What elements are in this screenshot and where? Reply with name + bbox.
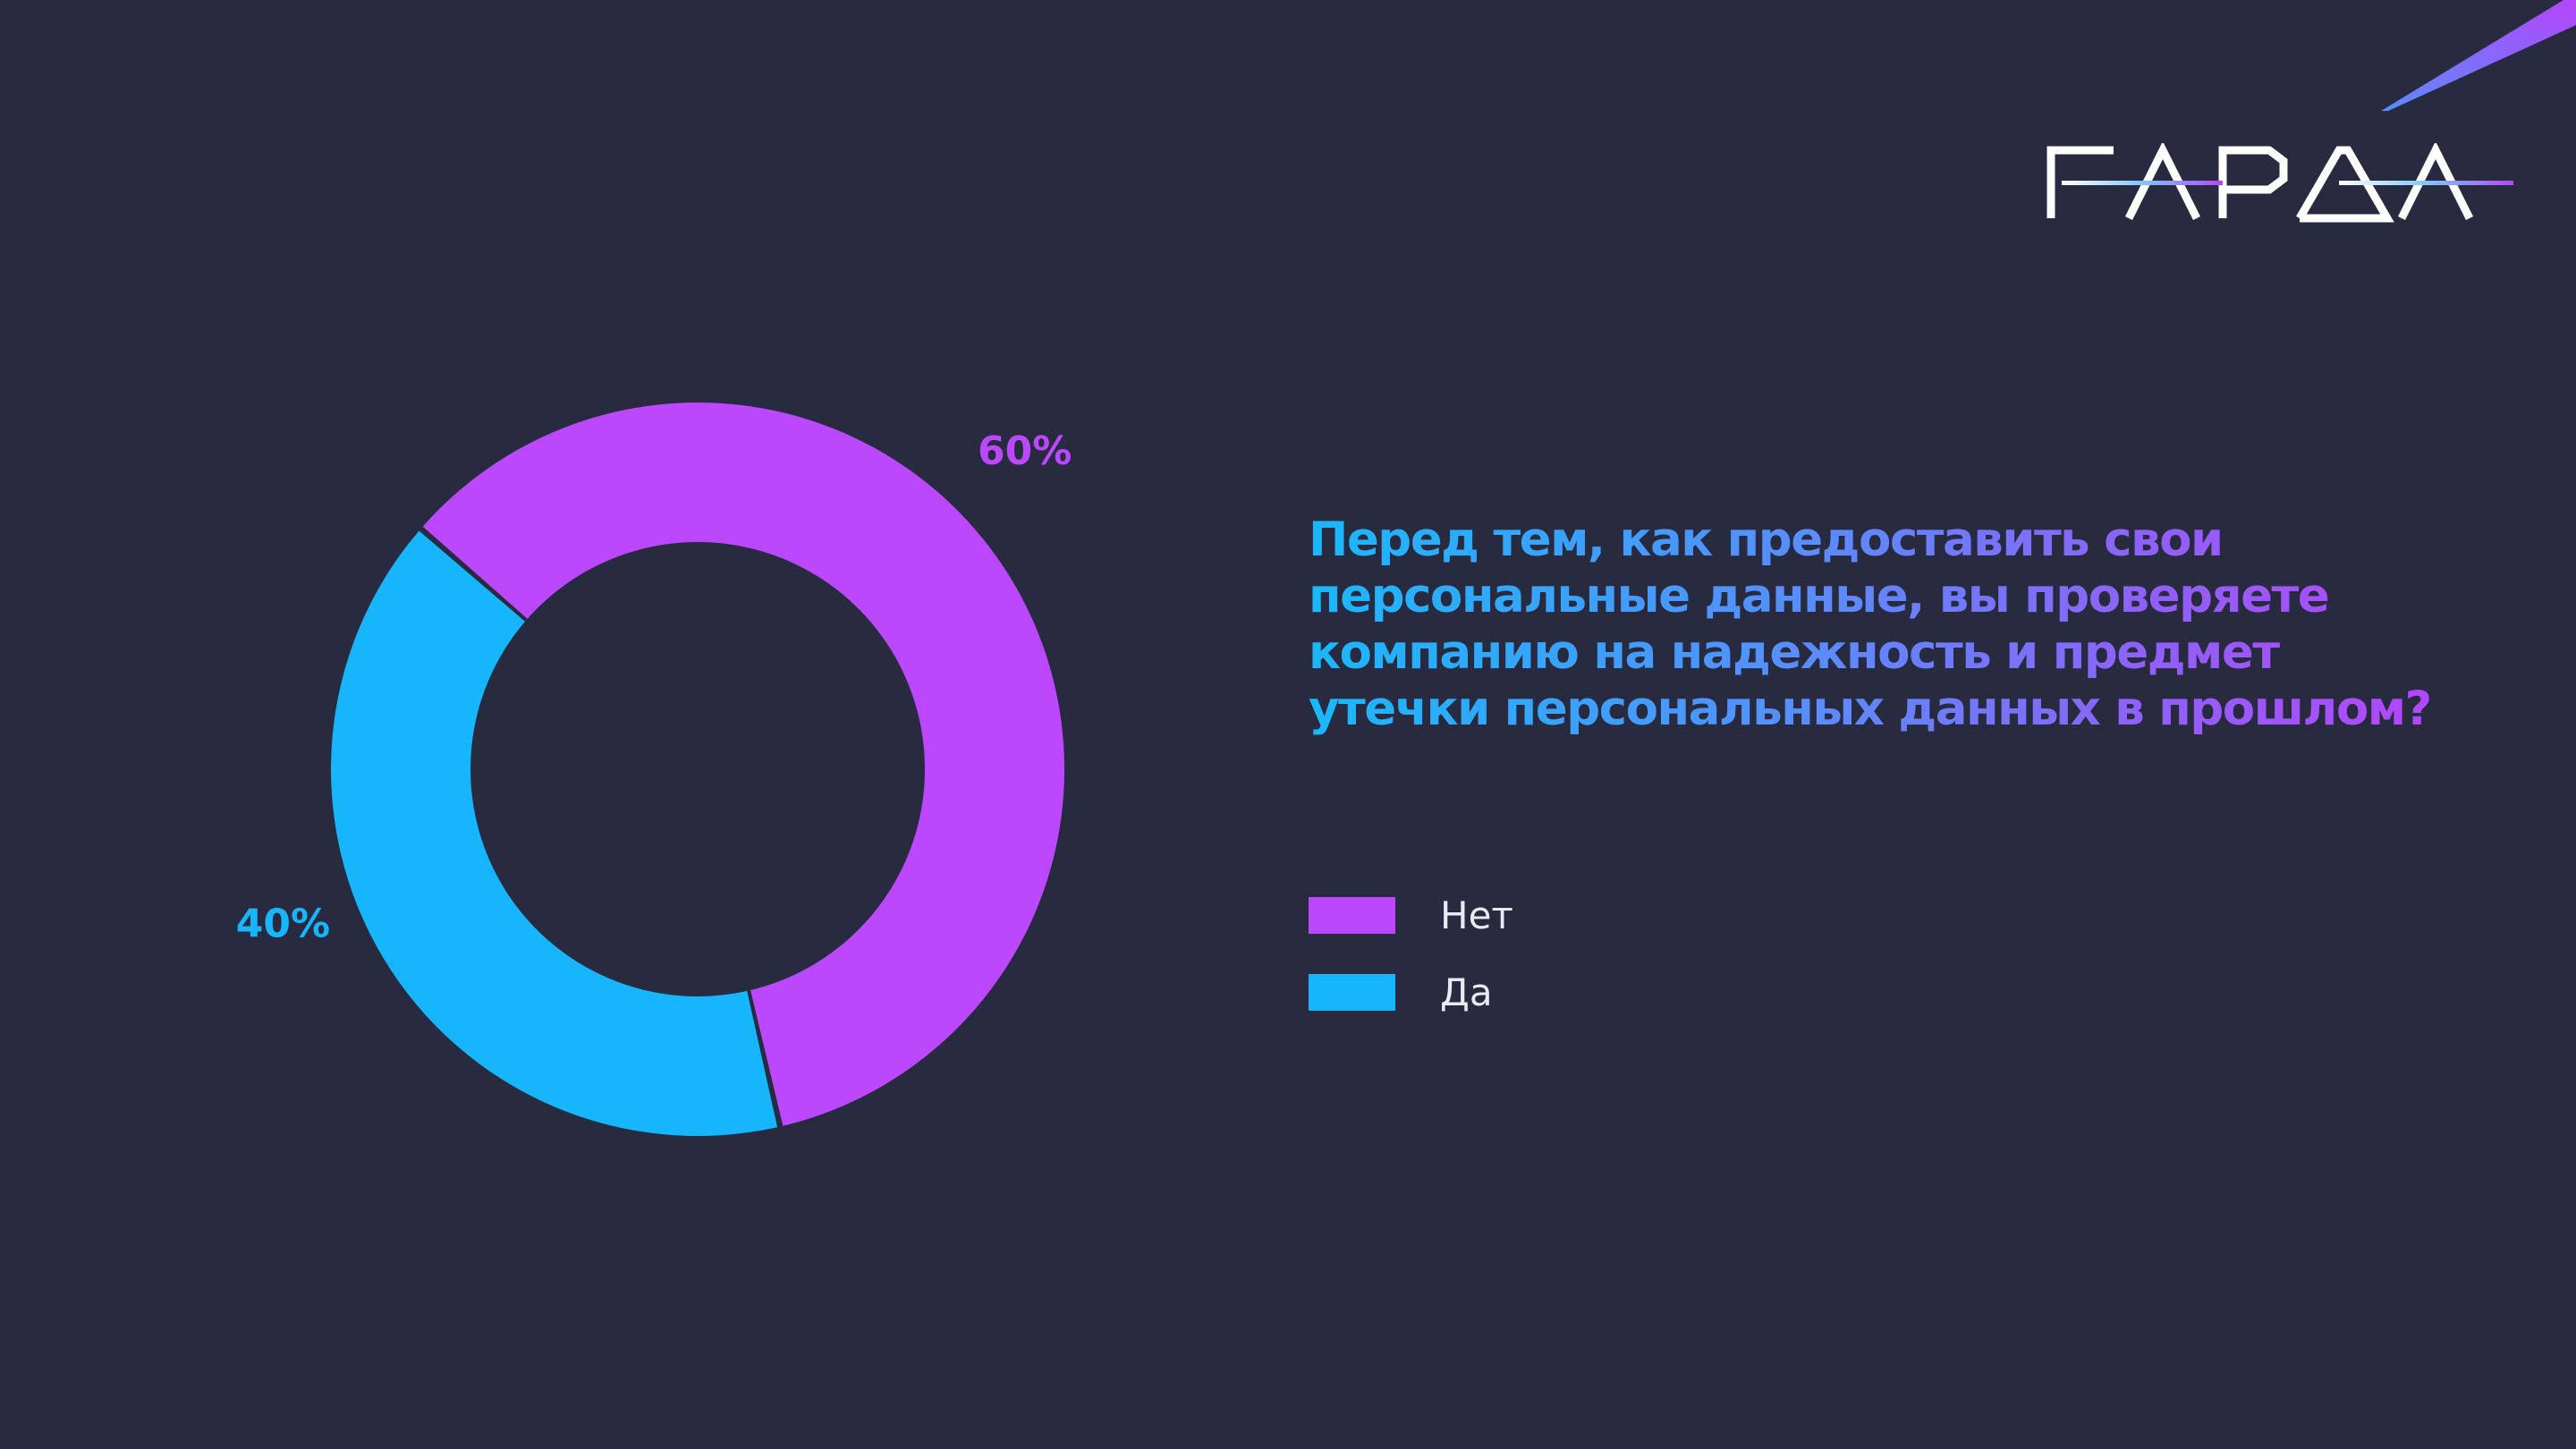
garda-logo: [2046, 143, 2513, 223]
legend-label-yes: Да: [1440, 970, 1493, 1014]
chart-question: Перед тем, как предоставить свои персона…: [1309, 512, 2436, 737]
legend: Нет Да: [1309, 894, 1513, 1048]
legend-item-yes: Да: [1309, 970, 1513, 1014]
legend-swatch-yes: [1309, 973, 1395, 1011]
legend-item-no: Нет: [1309, 893, 1513, 937]
data-label-yes: 40%: [236, 901, 330, 946]
legend-swatch-no: [1309, 896, 1395, 934]
slice-yes: [330, 530, 778, 1136]
slice-no: [422, 402, 1065, 1126]
accent-stripe: [2381, 0, 2576, 111]
data-label-no: 60%: [978, 428, 1072, 474]
donut-slices: [330, 402, 1065, 1136]
legend-label-no: Нет: [1440, 893, 1513, 937]
donut-chart: 60% 40%: [236, 402, 1072, 1136]
